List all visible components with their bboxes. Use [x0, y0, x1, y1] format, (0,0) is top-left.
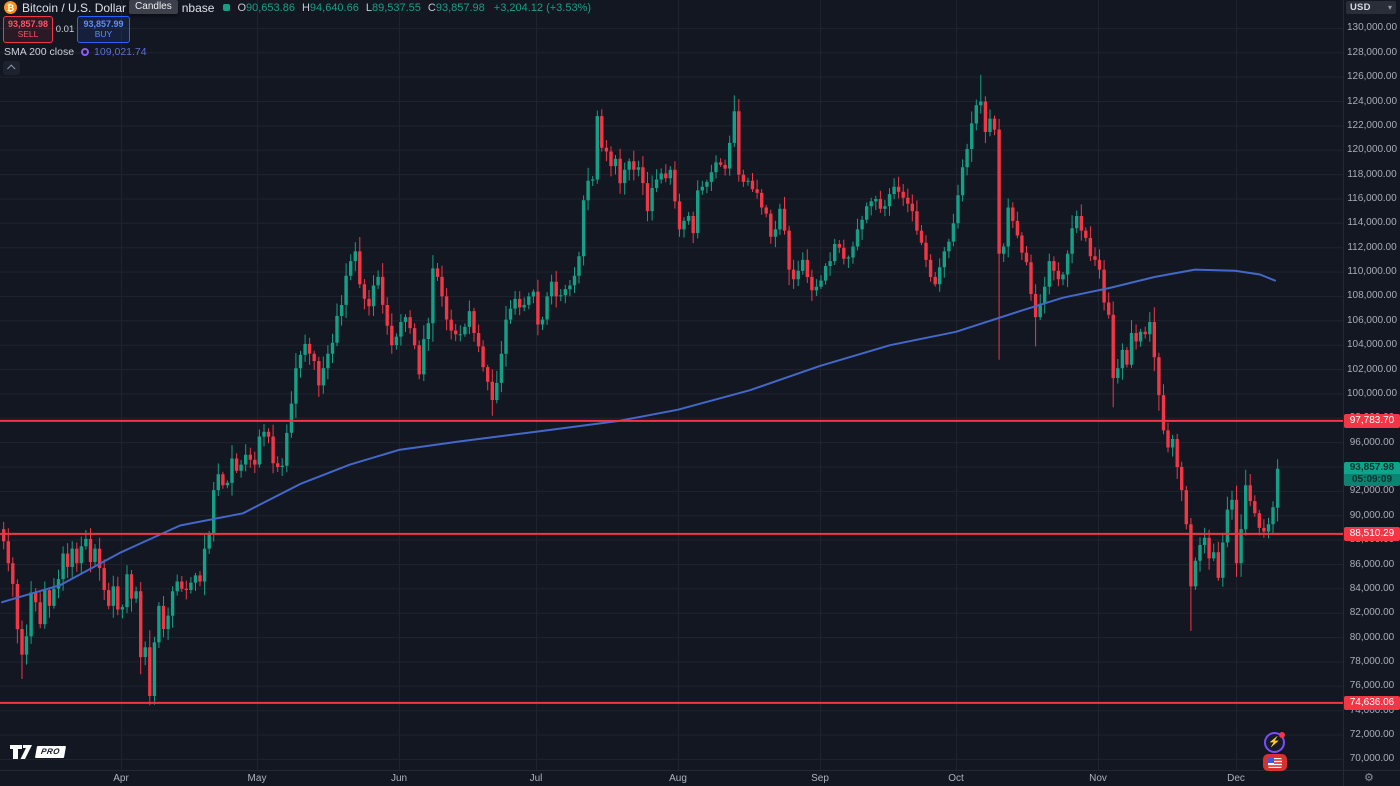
price-tick-label: 104,000.00 — [1346, 339, 1398, 351]
price-tick-label: 96,000.00 — [1349, 436, 1395, 448]
price-tick-label: 92,000.00 — [1349, 485, 1395, 497]
price-tick-label: 122,000.00 — [1346, 119, 1398, 131]
down-candle-bodies — [2, 101, 1266, 696]
tradingview-logo-icon — [10, 745, 32, 759]
indicator-value: 109,021.74 — [94, 46, 147, 58]
time-axis-month-label: Sep — [811, 773, 829, 784]
price-tick-label: 80,000.00 — [1349, 631, 1395, 643]
price-tick-label: 78,000.00 — [1349, 655, 1395, 667]
up-candle-wicks — [26, 74, 1279, 705]
close-value: 93,857.98 — [435, 1, 485, 14]
time-axis-month-label: Jun — [390, 773, 408, 784]
sma-200-line[interactable] — [1, 268, 1276, 604]
price-tick-label: 110,000.00 — [1347, 266, 1397, 278]
pro-badge: PRO — [34, 746, 66, 758]
price-tick-label: 128,000.00 — [1346, 46, 1398, 58]
sell-button[interactable]: 93,857.98 SELL — [3, 16, 53, 43]
last-price-value: 93,857.98 — [1344, 461, 1400, 474]
alert-price-chip[interactable]: 97,783.70 — [1344, 413, 1400, 428]
currency-selector[interactable]: USD ▾ — [1346, 1, 1396, 14]
time-axis-month-label: Dec — [1227, 773, 1245, 784]
high-label: H — [301, 1, 310, 14]
notification-dot — [1279, 732, 1285, 738]
currency-label: USD — [1350, 2, 1371, 13]
price-tick-label: 108,000.00 — [1346, 290, 1398, 302]
alert-price-chip[interactable]: 88,510.29 — [1344, 526, 1400, 541]
price-tick-label: 86,000.00 — [1349, 558, 1395, 570]
time-axis-month-label: May — [247, 773, 267, 784]
price-tick-label: 76,000.00 — [1349, 680, 1395, 692]
price-tick-label: 112,000.00 — [1347, 241, 1397, 253]
tradingview-logo[interactable]: PRO — [10, 745, 66, 759]
sma-indicator-icon[interactable] — [81, 48, 90, 56]
price-tick-label: 74,000.00 — [1349, 704, 1395, 716]
bitcoin-logo-icon: ₿ — [4, 1, 17, 14]
indicator-name: SMA 200 close — [4, 46, 75, 58]
bar-countdown: 05:09:09 — [1344, 473, 1400, 486]
time-axis[interactable]: Apr May Jun Jul Aug Sep Oct Nov Dec — [0, 770, 1343, 786]
open-value: 90,653.86 — [246, 1, 295, 14]
price-tick-label: 72,000.00 — [1349, 729, 1395, 740]
price-tick-label: 90,000.00 — [1349, 509, 1395, 521]
extension-button[interactable] — [1263, 754, 1287, 771]
time-axis-month-label: Oct — [948, 773, 964, 784]
time-axis-month-label: Nov — [1089, 773, 1107, 784]
high-value: 94,640.66 — [309, 1, 359, 14]
buy-button[interactable]: 93,857.99 BUY — [77, 16, 130, 43]
indicator-legend[interactable]: SMA 200 close 109,021.74 — [4, 46, 147, 58]
time-axis-month-label: Jul — [529, 773, 543, 784]
time-axis-month-label: Aug — [669, 773, 687, 784]
sell-label: SELL — [17, 28, 39, 39]
chevron-down-icon: ▾ — [1387, 2, 1392, 12]
price-tick-label: 114,000.00 — [1347, 217, 1397, 229]
buy-label: BUY — [94, 28, 113, 39]
sell-price: 93,857.98 — [7, 19, 49, 30]
price-tick-label: 124,000.00 — [1346, 95, 1398, 107]
time-axis-month-label: Apr — [113, 773, 129, 784]
price-change: +3,204.12 (+3.53%) — [493, 1, 592, 14]
up-candle-bodies — [24, 101, 1280, 696]
chevron-up-icon — [6, 64, 16, 73]
price-tick-label: 126,000.00 — [1346, 71, 1398, 83]
low-value: 89,537.55 — [371, 1, 421, 14]
price-tick-label: 106,000.00 — [1346, 314, 1398, 326]
open-label: O — [237, 1, 247, 14]
trade-panel: 93,857.98 SELL 0.01 93,857.99 BUY — [3, 16, 130, 43]
price-tick-label: 84,000.00 — [1349, 582, 1395, 594]
price-tick-label: 120,000.00 — [1346, 144, 1398, 156]
price-tick-label: 82,000.00 — [1349, 607, 1395, 619]
ohlc-values: O90,653.86 H94,640.66 L89,537.55 C93,857… — [237, 2, 491, 14]
close-label: C — [427, 1, 436, 14]
axis-corner: ⚙ — [1343, 770, 1400, 786]
last-price-chip: 93,857.98 05:09:09 — [1344, 461, 1400, 486]
grid-lines — [0, 0, 1343, 770]
quantity-field[interactable]: 0.01 — [55, 24, 75, 35]
buy-price: 93,857.99 — [83, 19, 124, 30]
price-axis-chips: 97,783.70 88,510.29 74,636.06 93,857.98 05:0… — [1344, 0, 1400, 786]
price-chart-canvas[interactable] — [0, 0, 1343, 770]
down-candle-wicks — [3, 96, 1265, 706]
alert-price-chip[interactable]: 74,636.06 — [1344, 695, 1400, 710]
price-tick-label: 70,000.00 — [1349, 753, 1395, 765]
price-tick-label: 118,000.00 — [1347, 168, 1397, 180]
boost-extension-button[interactable]: ⚡ — [1264, 732, 1285, 753]
chart-type-tooltip: Candles — [129, 0, 178, 14]
symbol-title[interactable]: Bitcoin / U.S. Dollar — [22, 0, 127, 15]
exchange-name-partial[interactable]: nbase — [181, 0, 215, 15]
market-status-icon — [223, 4, 231, 11]
flag-icon — [1268, 757, 1282, 768]
low-label: L — [365, 1, 372, 14]
price-tick-label: 116,000.00 — [1347, 193, 1397, 204]
price-tick-label: 100,000.00 — [1346, 387, 1398, 399]
price-axis[interactable]: 130,000.00 128,000.00 126,000.00 124,000.00… — [1343, 0, 1400, 770]
collapse-panel-button[interactable] — [3, 61, 20, 75]
lightning-icon: ⚡ — [1268, 737, 1281, 748]
price-tick-label: 102,000.00 — [1346, 363, 1398, 375]
symbol-header: ₿ Bitcoin / U.S. Dollar Candles nbase O9… — [4, 0, 591, 15]
gear-icon[interactable]: ⚙ — [1364, 772, 1374, 784]
price-tick-label: 130,000.00 — [1346, 22, 1398, 34]
